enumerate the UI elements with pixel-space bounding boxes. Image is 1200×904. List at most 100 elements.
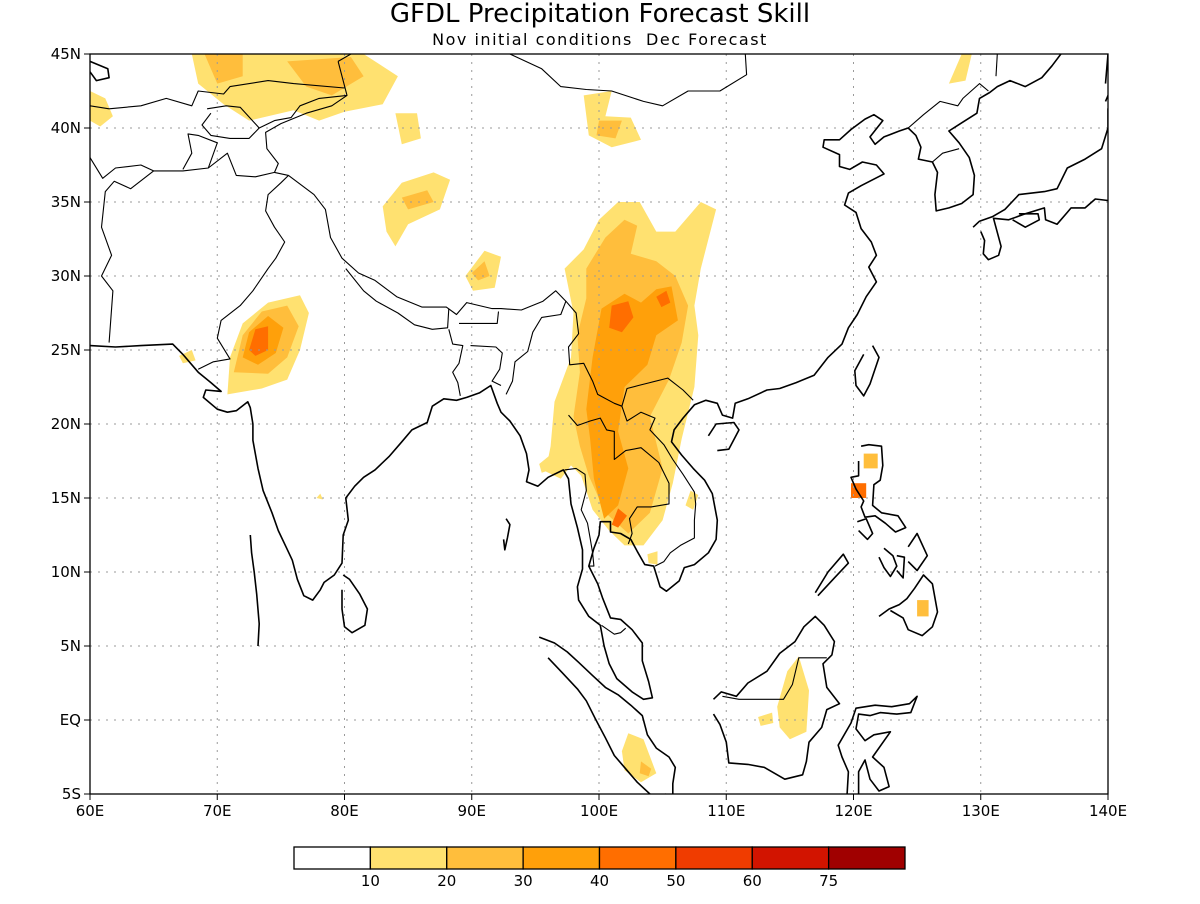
country-border <box>907 83 989 129</box>
country-border <box>109 80 345 110</box>
coastline-caspian <box>90 60 110 82</box>
latitude-axis: 45N 40N 35N 30N 25N 20N 15N 10N 5N EQ 5S <box>51 45 90 803</box>
gridlines <box>90 54 1108 794</box>
country-border <box>564 467 595 567</box>
longitude-axis: 60E 70E 80E 90E 100E 110E 120E 130E 140E <box>76 794 1127 820</box>
country-border <box>90 157 154 179</box>
lat-tick-label: 15N <box>51 489 81 507</box>
lon-tick-label: 90E <box>457 802 486 820</box>
skill-region-kazakhstan-level-1 <box>90 91 113 127</box>
coastline-hainan <box>707 421 740 452</box>
lon-tick-label: 120E <box>834 802 872 820</box>
skill-region-philippines-level-2 <box>863 453 878 469</box>
coastline-taiwan <box>853 345 880 397</box>
plot-area <box>90 54 1108 794</box>
skill-region-tibet-level-2 <box>401 190 434 210</box>
coastline-indian-subcontinent <box>90 54 1062 701</box>
country-border <box>995 54 998 77</box>
skill-region-mongolia-level-1 <box>583 91 641 148</box>
coastline-visayas <box>878 547 898 578</box>
colorbar-label: 10 <box>361 872 380 890</box>
coastline-sumatra <box>538 636 677 794</box>
skill-region-borneo-level-1 <box>777 656 809 740</box>
lat-tick-label: 5N <box>60 637 81 655</box>
coastline-visayas <box>907 532 929 572</box>
lat-tick-label: EQ <box>60 711 81 729</box>
colorbar-swatch <box>293 846 372 870</box>
coastline-mindoro <box>857 517 874 541</box>
country-border <box>201 105 260 139</box>
colorbar-swatch <box>598 846 677 870</box>
country-border <box>265 61 348 173</box>
lat-tick-label: 25N <box>51 341 81 359</box>
country-border <box>448 329 464 397</box>
lat-tick-label: 35N <box>51 193 81 211</box>
skill-region-sumatra-level-2 <box>639 761 652 777</box>
coastline-lakshadweep <box>249 534 261 647</box>
coastline-andaman <box>502 518 511 551</box>
country-borders-layer <box>90 54 998 700</box>
lat-tick-label: 45N <box>51 45 81 63</box>
skill-region-indochina-level-4 <box>609 301 634 333</box>
country-border <box>197 175 289 370</box>
coastline-luzon <box>850 443 907 533</box>
map-subtitle: Nov initial conditions Dec Forecast <box>432 30 768 49</box>
skill-region-india-level-1 <box>316 493 323 500</box>
country-border <box>470 345 503 386</box>
lon-tick-label: 110E <box>707 802 745 820</box>
country-border <box>568 414 670 545</box>
country-border <box>601 624 627 635</box>
skill-region-tibet-level-2 <box>471 261 490 281</box>
lon-tick-label: 130E <box>962 802 1000 820</box>
colorbar-label: 75 <box>819 872 838 890</box>
skill-region-indochina-level-4 <box>611 508 627 528</box>
coastline-japan <box>1104 54 1108 102</box>
skill-region-ne-china-level-1 <box>948 54 972 84</box>
skill-region-tibet-level-1 <box>382 172 451 247</box>
colorbar-label: 30 <box>514 872 533 890</box>
map-title: GFDL Precipitation Forecast Skill <box>390 0 810 29</box>
coastline-japan <box>1012 213 1041 228</box>
skill-region-tarim-level-1 <box>395 113 421 145</box>
lon-tick-label: 140E <box>1089 802 1127 820</box>
country-border <box>621 406 697 567</box>
lon-tick-label: 80E <box>330 802 359 820</box>
skill-region-central-india-level-4 <box>249 326 269 356</box>
colorbar-label: 60 <box>743 872 762 890</box>
country-border <box>100 152 694 407</box>
country-border <box>345 268 450 330</box>
lat-tick-label: 40N <box>51 119 81 137</box>
colorbar-label: 50 <box>666 872 685 890</box>
country-border <box>182 133 218 170</box>
skill-region-indochina-level-3 <box>586 286 678 519</box>
skill-region-mongolia-level-2 <box>596 120 622 139</box>
country-border <box>337 54 352 62</box>
colorbar-swatch <box>827 846 906 870</box>
colorbar-swatch <box>446 846 524 870</box>
colorbar-swatch <box>751 846 830 870</box>
lat-tick-label: 30N <box>51 267 81 285</box>
coastline-palawan <box>814 553 850 597</box>
country-border <box>722 657 827 700</box>
coastline-mindanao <box>878 574 939 637</box>
colorbar-label: 20 <box>437 872 456 890</box>
colorbar-swatch <box>369 846 448 870</box>
country-border <box>258 94 348 129</box>
coastline-visayas <box>896 554 906 579</box>
colorbar-label: 40 <box>590 872 609 890</box>
coastline-java <box>665 793 668 794</box>
country-border <box>815 54 848 55</box>
colorbar-swatch <box>675 846 753 870</box>
lat-tick-label: 10N <box>51 563 81 581</box>
skill-region-kazakhstan-level-2 <box>204 54 243 84</box>
country-border <box>459 311 500 324</box>
colorbar-swatch <box>522 846 601 870</box>
coastline-japan <box>972 107 1108 261</box>
skill-region-vietnam-level-1 <box>685 490 699 510</box>
lon-tick-label: 100E <box>580 802 618 820</box>
country-border <box>932 148 960 163</box>
country-border <box>90 105 110 110</box>
lon-tick-label: 60E <box>76 802 105 820</box>
